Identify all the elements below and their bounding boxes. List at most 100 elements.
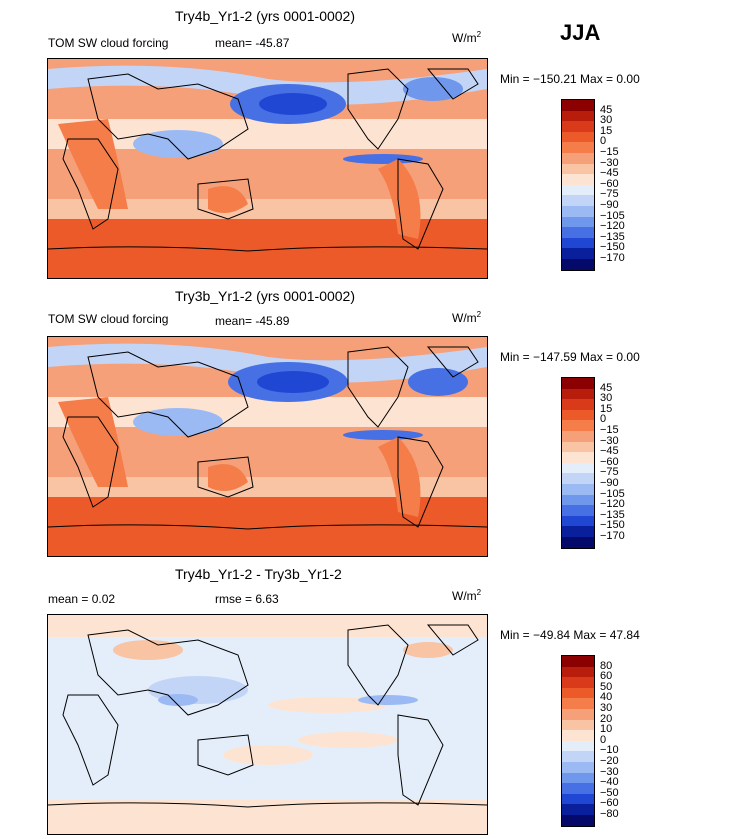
- panel1-colorbar: [561, 99, 595, 271]
- colorbar-swatch: [562, 110, 594, 122]
- colorbar-swatch: [562, 100, 594, 111]
- colorbar-swatch: [562, 163, 594, 175]
- colorbar-tick-label: 15: [600, 402, 613, 415]
- colorbar-swatch: [562, 388, 594, 400]
- colorbar-tick-label: 0: [600, 413, 607, 426]
- colorbar-tick-label: −75: [600, 188, 619, 201]
- season-label: JJA: [560, 20, 601, 45]
- colorbar-swatch: [562, 698, 594, 709]
- colorbar-tick-label: 60: [600, 670, 613, 683]
- colorbar-tick-label: 30: [600, 702, 613, 714]
- colorbar-tick-label: −60: [600, 177, 619, 190]
- colorbar-swatch: [562, 526, 594, 537]
- colorbar-swatch: [562, 740, 594, 752]
- panel1-minmax: Min = −150.21 Max = 0.00: [500, 72, 640, 86]
- panel2-map: [47, 336, 488, 557]
- colorbar-tick-label: 80: [600, 659, 613, 672]
- colorbar-swatch: [562, 152, 594, 164]
- panel2-colorbar: [561, 377, 595, 549]
- colorbar-tick-label: −90: [600, 199, 619, 211]
- panel3-minmax: Min = −49.84 Max = 47.84: [500, 628, 640, 642]
- colorbar-swatch: [562, 409, 594, 421]
- colorbar-swatch: [562, 184, 594, 196]
- colorbar-tick-label: −150: [600, 519, 625, 532]
- panel3-units: W/m2: [452, 588, 482, 603]
- panel1-units: W/m2: [452, 30, 482, 45]
- colorbar-swatch: [562, 248, 594, 259]
- colorbar-tick-label: −75: [600, 466, 619, 479]
- colorbar-swatch: [562, 505, 594, 516]
- colorbar-tick-label: −135: [600, 230, 625, 243]
- colorbar-swatch: [562, 399, 594, 410]
- colorbar-tick-label: −105: [600, 209, 625, 222]
- colorbar-tick-label: 30: [600, 114, 613, 127]
- colorbar-swatch: [562, 730, 594, 741]
- panel2-variable-label: TOM SW cloud forcing: [48, 312, 169, 326]
- colorbar-swatch: [562, 378, 594, 389]
- colorbar-swatch: [562, 174, 594, 185]
- colorbar-swatch: [562, 656, 594, 667]
- colorbar-tick-label: −30: [600, 434, 619, 447]
- colorbar-swatch: [562, 687, 594, 699]
- colorbar-swatch: [562, 131, 594, 143]
- colorbar-swatch: [562, 420, 594, 431]
- colorbar-tick-label: −30: [600, 765, 619, 778]
- colorbar-tick-label: −15: [600, 424, 619, 436]
- colorbar-tick-label: 20: [600, 712, 613, 725]
- colorbar-swatch: [562, 751, 594, 762]
- panel2-colorbar-ticks: 45 30 15 0 −15 −30 −45 −60 −75 −90 −105 −120 −135 −15…: [600, 377, 660, 547]
- colorbar-swatch: [562, 205, 594, 217]
- colorbar-tick-label: −150: [600, 241, 625, 254]
- colorbar-tick-label: −45: [600, 167, 619, 180]
- colorbar-tick-label: −45: [600, 445, 619, 458]
- colorbar-tick-label: −80: [600, 808, 619, 820]
- panel2-mean: mean= -45.89: [215, 314, 290, 328]
- colorbar-tick-label: −120: [600, 220, 625, 233]
- colorbar-swatch: [562, 462, 594, 474]
- colorbar-swatch: [562, 772, 594, 784]
- colorbar-tick-label: −60: [600, 455, 619, 468]
- colorbar-swatch: [562, 515, 594, 527]
- colorbar-tick-label: 45: [600, 381, 613, 394]
- colorbar-tick-label: 40: [600, 691, 613, 704]
- panel1-title: Try4b_Yr1-2 (yrs 0001-0002): [175, 8, 356, 24]
- panel2-map-svg: [48, 337, 487, 556]
- panel1-mean: mean= -45.87: [215, 36, 290, 50]
- colorbar-tick-label: 50: [600, 680, 613, 693]
- colorbar-swatch: [562, 430, 594, 442]
- colorbar-swatch: [562, 666, 594, 678]
- colorbar-tick-label: −120: [600, 498, 625, 511]
- colorbar-swatch: [562, 216, 594, 228]
- colorbar-tick-label: 0: [600, 135, 607, 148]
- colorbar-tick-label: 10: [600, 723, 613, 736]
- colorbar-swatch: [562, 494, 594, 506]
- colorbar-swatch: [562, 814, 594, 826]
- colorbar-tick-label: −30: [600, 156, 619, 169]
- colorbar-tick-label: −10: [600, 744, 619, 757]
- colorbar-swatch: [562, 473, 594, 484]
- colorbar-tick-label: −170: [600, 530, 625, 542]
- colorbar-swatch: [562, 536, 594, 548]
- colorbar-tick-label: −60: [600, 797, 619, 810]
- colorbar-tick-label: 30: [600, 392, 613, 405]
- colorbar-tick-label: −50: [600, 786, 619, 799]
- panel1-map-svg: [48, 59, 487, 278]
- colorbar-swatch: [562, 804, 594, 815]
- panel3-colorbar-ticks: 80 60 50 40 30 20 10 0 −10 −20 −30 −40 −50 −60 −80: [600, 655, 660, 825]
- colorbar-tick-label: −20: [600, 755, 619, 767]
- panel1-variable-label: TOM SW cloud forcing: [48, 36, 169, 50]
- colorbar-swatch: [562, 195, 594, 206]
- colorbar-swatch: [562, 237, 594, 249]
- colorbar-swatch: [562, 121, 594, 132]
- colorbar-swatch: [562, 708, 594, 720]
- colorbar-tick-label: −90: [600, 477, 619, 489]
- panel3-title: Try4b_Yr1-2 - Try3b_Yr1-2: [175, 566, 342, 582]
- panel3-colorbar: [561, 655, 595, 827]
- colorbar-swatch: [562, 227, 594, 238]
- colorbar-swatch: [562, 441, 594, 453]
- colorbar-tick-label: −105: [600, 487, 625, 500]
- colorbar-tick-label: −15: [600, 146, 619, 158]
- colorbar-swatch: [562, 483, 594, 495]
- colorbar-tick-label: −170: [600, 252, 625, 264]
- panel3-rmse: rmse = 6.63: [215, 592, 279, 606]
